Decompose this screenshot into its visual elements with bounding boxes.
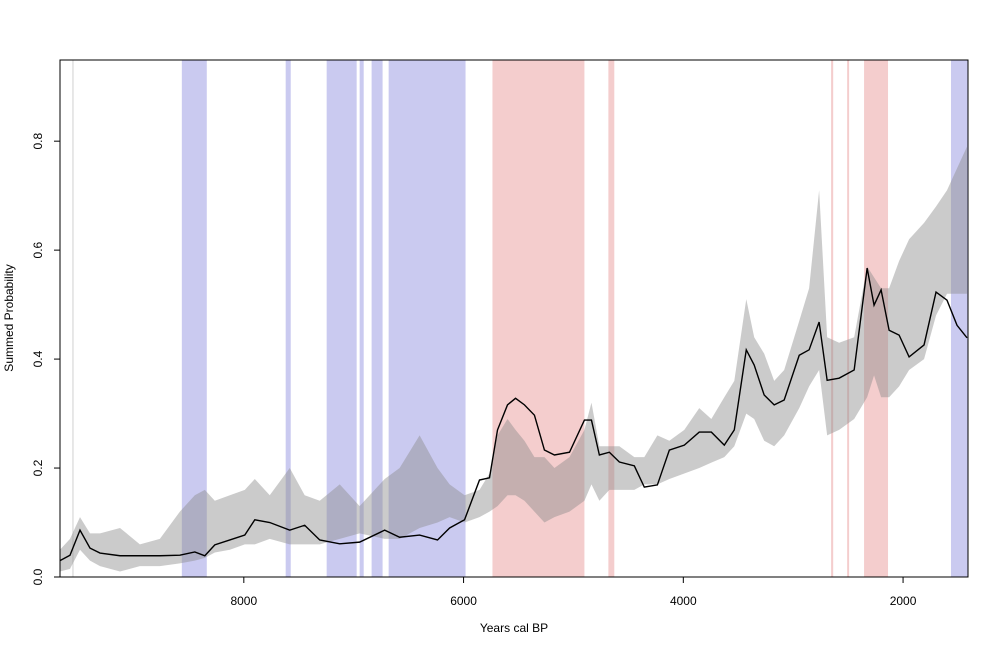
- x-tick-label: 8000: [230, 594, 257, 608]
- y-tick-label: 0.6: [31, 241, 45, 258]
- band: [181, 60, 207, 577]
- band: [492, 60, 585, 577]
- y-tick-label: 0.8: [31, 133, 45, 150]
- x-axis-label: Years cal BP: [480, 621, 548, 635]
- band: [285, 60, 291, 577]
- band: [388, 60, 466, 577]
- envelope: [60, 146, 968, 572]
- band: [371, 60, 383, 577]
- band: [950, 60, 968, 577]
- y-tick-label: 0.4: [31, 350, 45, 367]
- spd-line: [59, 267, 968, 562]
- band: [847, 60, 850, 577]
- band: [326, 60, 357, 577]
- y-tick-label: 0.2: [31, 459, 45, 476]
- x-tick-label: 6000: [450, 594, 477, 608]
- band: [831, 60, 834, 577]
- band: [864, 60, 889, 577]
- band: [608, 60, 615, 577]
- band: [359, 60, 364, 577]
- y-tick-label: 0.0: [31, 568, 45, 585]
- y-axis-label: Summed Probability: [2, 264, 16, 371]
- x-tick-label: 4000: [670, 594, 697, 608]
- x-tick-label: 2000: [890, 594, 917, 608]
- plot-frame: [59, 59, 969, 578]
